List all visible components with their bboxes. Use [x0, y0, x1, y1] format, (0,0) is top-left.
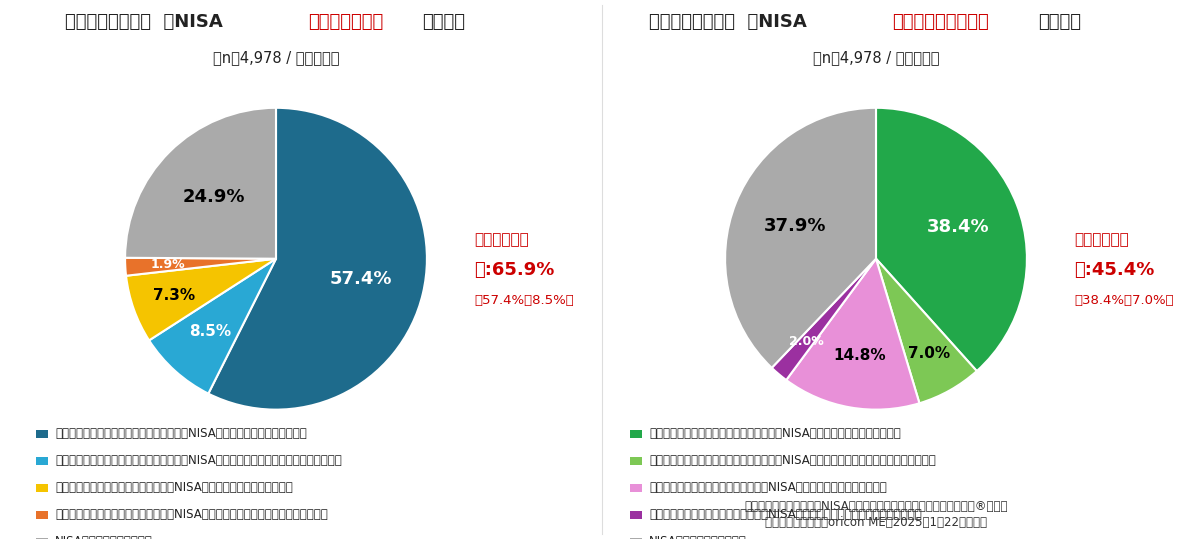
Text: ＜n＝4,978 / 単一回答＞: ＜n＝4,978 / 単一回答＞	[212, 50, 340, 65]
Wedge shape	[876, 108, 1027, 371]
Text: 運用している: 運用している	[474, 232, 529, 247]
Wedge shape	[876, 259, 977, 403]
Text: 【つみたて投資枠】: 【つみたて投資枠】	[892, 13, 989, 31]
Text: 7.3%: 7.3%	[152, 288, 194, 303]
Text: 38.4%: 38.4%	[926, 218, 989, 237]
Text: 14.8%: 14.8%	[833, 348, 886, 363]
Text: 37.9%: 37.9%	[763, 217, 826, 235]
Wedge shape	[772, 259, 876, 380]
Text: 24.9%: 24.9%	[184, 188, 246, 206]
Wedge shape	[209, 108, 427, 410]
Text: 運用している: 運用している	[1074, 232, 1129, 247]
Wedge shape	[149, 259, 276, 393]
Wedge shape	[125, 108, 276, 259]
Wedge shape	[125, 258, 276, 276]
Text: 57.4%: 57.4%	[330, 270, 392, 288]
Text: メインのネット証券以外の金融機関でNISA口座を開設し、運用している: メインのネット証券以外の金融機関でNISA口座を開設し、運用している	[55, 481, 293, 494]
Text: （57.4%＋8.5%）: （57.4%＋8.5%）	[474, 294, 574, 307]
Text: 計:45.4%: 計:45.4%	[1074, 260, 1154, 279]
Text: 最もよくネット取引をしている証券会社でNISA口座を開設し、運用している: 最もよくネット取引をしている証券会社でNISA口座を開設し、運用している	[649, 427, 901, 440]
Text: ネット証券利用者の『新NISA』利用実態データ（オリコン顧客満足度®調査）: ネット証券利用者の『新NISA』利用実態データ（オリコン顧客満足度®調査）	[744, 500, 1008, 513]
Text: ネット証券利用者  新NISA: ネット証券利用者 新NISA	[649, 13, 806, 31]
Text: 1.9%: 1.9%	[150, 258, 185, 271]
Text: 7.0%: 7.0%	[908, 346, 950, 361]
Wedge shape	[786, 259, 919, 410]
Text: メインのネット証券以外の金融機関でNISA口座を開設しているが、運用していない: メインのネット証券以外の金融機関でNISA口座を開設しているが、運用していない	[55, 508, 328, 521]
Text: 最もよくネット取引をしている証券会社でNISA口座を開設し、運用している: 最もよくネット取引をしている証券会社でNISA口座を開設し、運用している	[55, 427, 307, 440]
Text: 運用状況: 運用状況	[1038, 13, 1081, 31]
Text: ＜n＝4,978 / 単一回答＞: ＜n＝4,978 / 単一回答＞	[812, 50, 940, 65]
Text: NISA口座は開設していない: NISA口座は開設していない	[55, 535, 152, 539]
Text: 【成長投資枠】: 【成長投資枠】	[308, 13, 384, 31]
Text: 8.5%: 8.5%	[190, 324, 232, 339]
Text: 運用状況: 運用状況	[422, 13, 464, 31]
Text: 最もよくネット取引をしている証券会社でNISA口座を開設しているが、運用していない: 最もよくネット取引をしている証券会社でNISA口座を開設しているが、運用していな…	[649, 454, 936, 467]
Text: 調査主体：株式会社oricon ME（2025年1月22日発表）: 調査主体：株式会社oricon ME（2025年1月22日発表）	[766, 516, 986, 529]
Text: NISA口座は開設していない: NISA口座は開設していない	[649, 535, 746, 539]
Text: （38.4%＋7.0%）: （38.4%＋7.0%）	[1074, 294, 1174, 307]
Text: メインのネット証券以外の金融機関でNISA口座を開設しているが、運用していない: メインのネット証券以外の金融機関でNISA口座を開設しているが、運用していない	[649, 508, 922, 521]
Text: メインのネット証券以外の金融機関でNISA口座を開設し、運用している: メインのネット証券以外の金融機関でNISA口座を開設し、運用している	[649, 481, 887, 494]
Text: 計:65.9%: 計:65.9%	[474, 260, 554, 279]
Wedge shape	[126, 259, 276, 341]
Text: ネット証券利用者  新NISA: ネット証券利用者 新NISA	[66, 13, 223, 31]
Text: 最もよくネット取引をしている証券会社でNISA口座を開設しているが、運用していない: 最もよくネット取引をしている証券会社でNISA口座を開設しているが、運用していな…	[55, 454, 342, 467]
Wedge shape	[725, 108, 876, 368]
Text: 2.0%: 2.0%	[788, 335, 823, 348]
